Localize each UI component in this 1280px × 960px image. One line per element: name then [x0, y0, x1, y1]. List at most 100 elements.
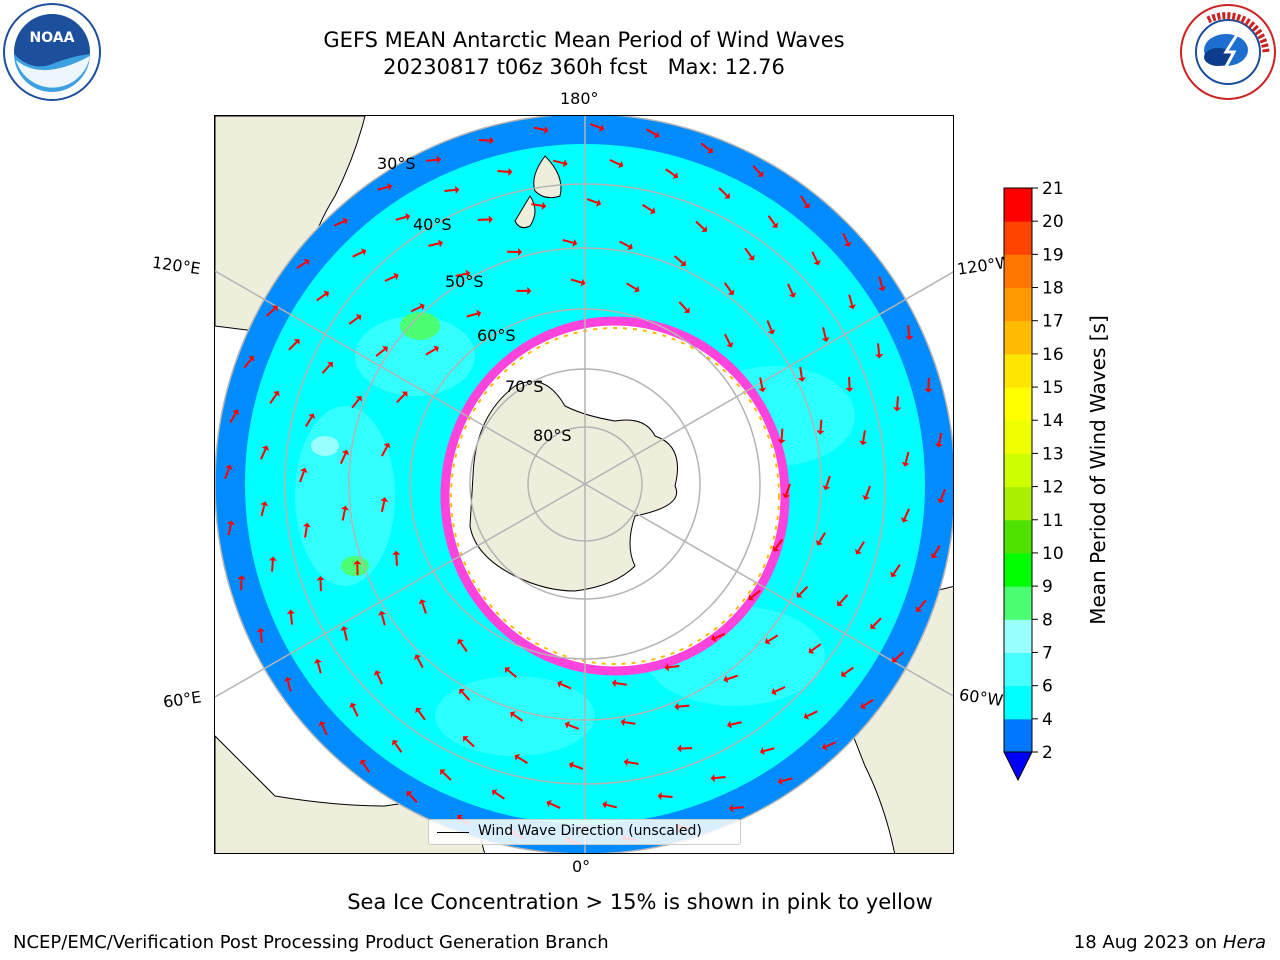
wind-arrow-shaft: [321, 364, 331, 374]
wind-arrow-head: [633, 285, 640, 293]
wind-arrow-shaft: [933, 545, 941, 556]
colorbar-segment: [1004, 552, 1032, 587]
wind-arrow-shaft: [416, 657, 424, 669]
wind-arrow-shaft: [619, 240, 630, 248]
wind-arrow-shaft: [375, 348, 386, 357]
colorbar-segment: [1004, 685, 1032, 720]
wind-arrow-head: [564, 721, 570, 729]
wind-arrow-head: [816, 430, 825, 435]
wind-arrow-head: [508, 167, 513, 176]
wind-arrow-shaft: [240, 579, 243, 591]
wind-arrow-head: [340, 626, 349, 631]
wind-arrow-shaft: [421, 602, 427, 614]
wind-arrow-shaft: [549, 802, 561, 809]
wind-arrow-head: [728, 804, 734, 813]
wind-arrow-shaft: [227, 524, 232, 536]
wind-arrow-head: [527, 286, 532, 295]
wind-arrow-shaft: [609, 159, 621, 166]
wind-arrow-head: [723, 675, 729, 683]
wind-arrow-head: [623, 758, 629, 767]
colorbar-segment: [1004, 287, 1032, 322]
legend-line-sample: [437, 832, 469, 833]
wind-arrow-head: [541, 201, 547, 210]
wind-arrow-shaft: [426, 158, 438, 162]
wind-arrow-head: [391, 740, 399, 746]
wind-arrow-shaft: [750, 589, 761, 599]
colorbar-tick-label: 7: [1042, 643, 1053, 663]
wind-arrow-shaft: [570, 278, 582, 284]
wind-arrow-head: [572, 238, 578, 247]
wind-arrow-shaft: [568, 723, 580, 730]
wind-arrow-head: [546, 799, 552, 808]
wind-arrow-shaft: [417, 710, 426, 721]
wind-arrow-shaft: [352, 251, 364, 258]
wind-arrow-shaft: [819, 419, 823, 431]
sea-ice-note: Sea Ice Concentration > 15% is shown in …: [347, 890, 933, 914]
wind-arrow-shaft: [288, 341, 298, 351]
colorbar-segment: [1004, 652, 1032, 687]
wind-arrow-head: [782, 492, 790, 499]
map-subtitle: 20230817 t06z 360h fcst Max: 12.76: [383, 55, 785, 79]
wind-arrow-head: [406, 791, 413, 797]
colorbar-tick-label: 15: [1042, 378, 1064, 398]
wind-arrow-shaft: [316, 662, 322, 674]
wind-arrow-shaft: [763, 747, 775, 753]
graticule: [215, 116, 953, 853]
colorbar-tick-label: 12: [1042, 478, 1064, 498]
wind-arrow-shaft: [724, 333, 731, 345]
colorbar-tick-label: 21: [1042, 180, 1064, 199]
wind-arrow-shaft: [774, 686, 786, 693]
colorbar-tick-label: 14: [1042, 411, 1064, 431]
wind-arrow-shaft: [818, 532, 826, 543]
wind-arrow-head: [514, 753, 521, 761]
wind-arrow-shaft: [442, 771, 452, 781]
wind-arrow-head: [457, 639, 464, 645]
wind-arrow-shaft: [678, 704, 690, 708]
wind-arrow-shaft: [678, 301, 688, 311]
wind-arrow-head: [260, 501, 269, 507]
wind-arrow-shaft: [938, 432, 943, 444]
lat-label-40s: 40°S: [413, 215, 452, 234]
colorbar-tick-label: 2: [1042, 743, 1053, 763]
wind-arrow-head: [393, 272, 399, 281]
wind-arrow-shaft: [497, 170, 509, 173]
wind-arrow-head: [618, 160, 624, 169]
wind-arrow-shaft: [785, 483, 791, 495]
wind-arrow-head: [517, 248, 523, 257]
wind-arrow-shaft: [646, 128, 657, 136]
wind-arrow-shaft: [615, 682, 627, 686]
wind-arrow-head: [870, 623, 877, 629]
wind-arrow-head: [373, 670, 382, 676]
wind-arrow-head: [771, 222, 779, 228]
wind-arrow-shaft: [918, 599, 927, 610]
wind-arrow-shaft: [517, 756, 528, 764]
wind-arrow-shaft: [766, 320, 773, 332]
wind-arrow-head: [580, 278, 586, 287]
wind-arrow-head: [821, 337, 830, 342]
wind-arrow-head: [557, 680, 563, 688]
wind-arrow-shaft: [271, 560, 274, 572]
wind-arrow-shaft: [265, 307, 276, 317]
colorbar-tick-label: 11: [1042, 511, 1064, 531]
wind-arrow-head: [901, 461, 910, 467]
wind-arrow-shaft: [316, 293, 327, 302]
wind-arrow-head: [405, 213, 411, 221]
wind-arrow-shaft: [825, 475, 831, 487]
colorbar-segment: [1004, 586, 1032, 620]
wind-arrow-head: [359, 759, 367, 766]
wind-arrow-head: [272, 305, 278, 312]
wind-arrow-head: [543, 126, 549, 134]
wind-arrow-shaft: [714, 632, 726, 640]
date-text: 18 Aug 2023 on: [1073, 932, 1218, 953]
colorbar-tick-label: 17: [1042, 312, 1064, 332]
wind-arrow-shaft: [259, 631, 263, 643]
wind-arrow-head: [248, 356, 255, 362]
wind-arrow-head: [657, 792, 662, 801]
wind-arrow-shaft: [533, 126, 545, 131]
wind-arrow-head: [401, 391, 408, 398]
wind-arrow-shaft: [822, 327, 827, 339]
wind-arrow-shaft: [348, 316, 359, 325]
colorbar-tick-label: 18: [1042, 279, 1064, 299]
colorbar: 2 4 6 7 8 9 10 11 12 13 14 15 16 17 18 19 20 21: [1003, 180, 1064, 782]
wind-arrow-head: [476, 309, 482, 318]
